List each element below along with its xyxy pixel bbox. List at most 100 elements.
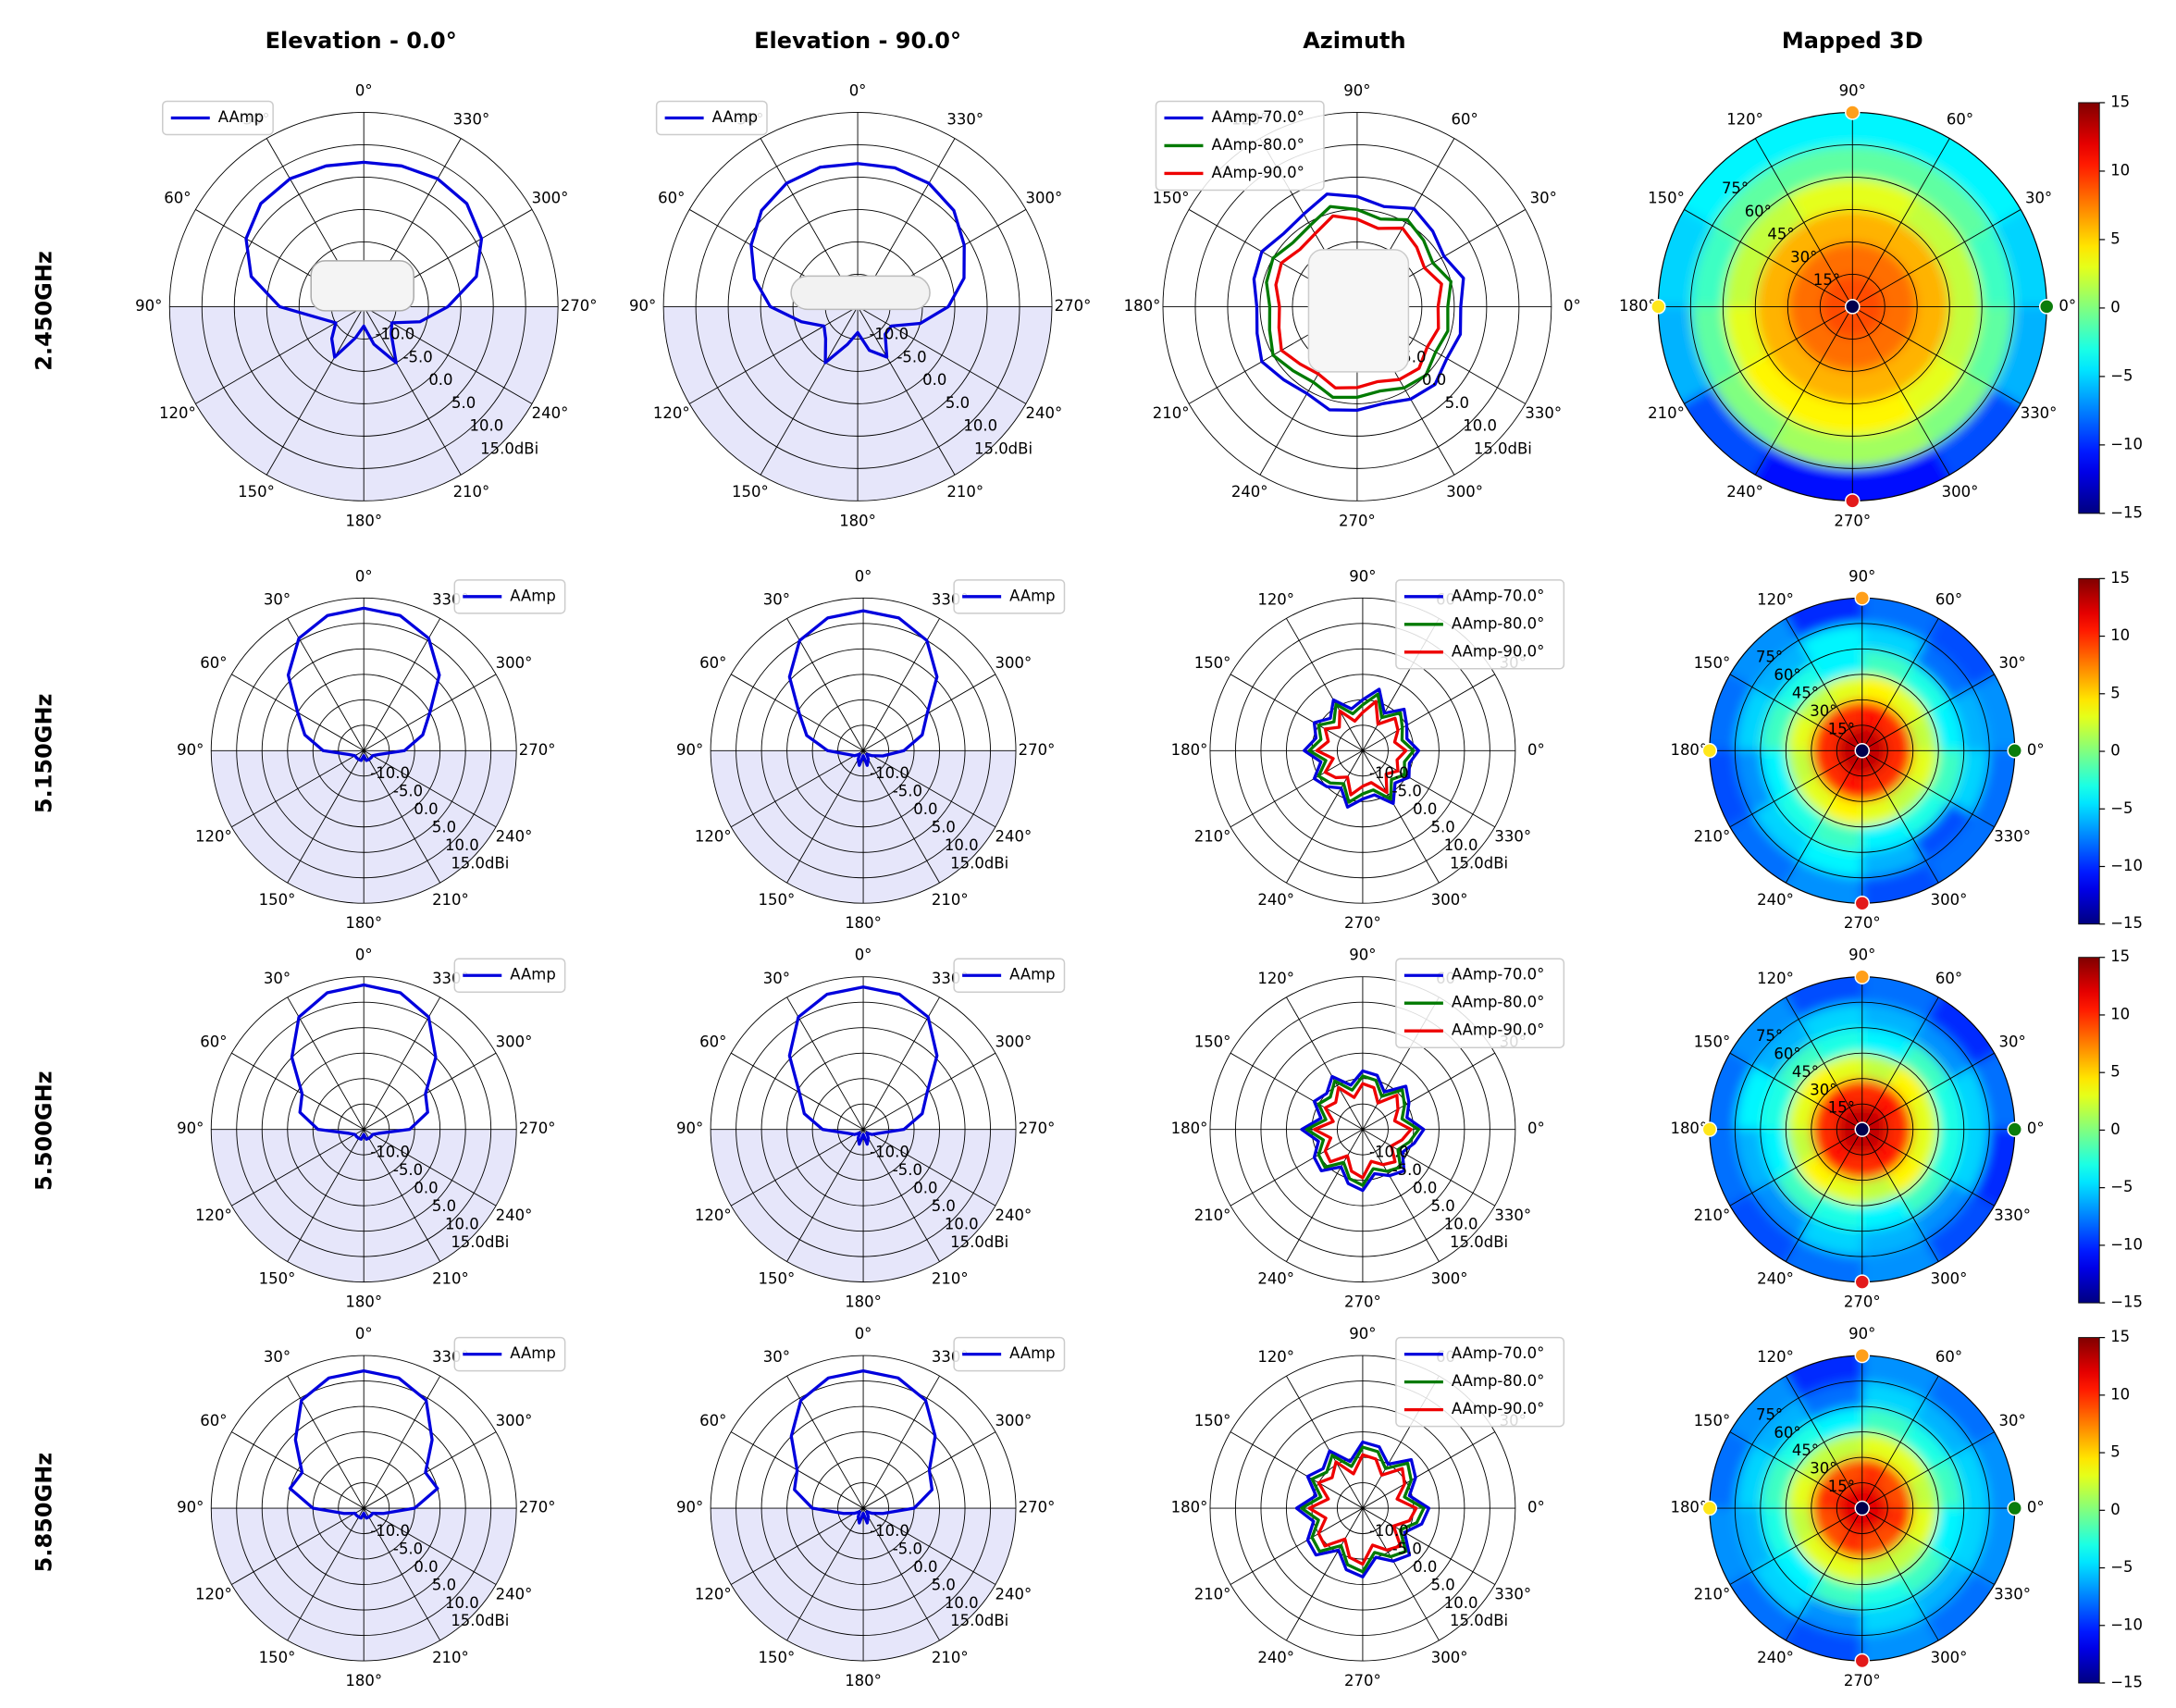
grid-spoke xyxy=(363,1431,497,1509)
theta-tick-label: 300° xyxy=(1446,483,1483,501)
grid-spoke xyxy=(231,1507,365,1585)
theta-tick-label: 210° xyxy=(453,483,490,501)
theta-tick-label: 240° xyxy=(995,1585,1032,1603)
theta-tick-label: 90° xyxy=(135,297,162,315)
product-image xyxy=(1307,249,1410,373)
legend-label: AAmp xyxy=(510,966,556,984)
theta-tick-label: 0° xyxy=(2059,297,2076,315)
grid-spoke xyxy=(862,1129,940,1262)
colorbar xyxy=(2078,577,2100,925)
theta-tick-label: 180° xyxy=(345,914,382,932)
series-line xyxy=(1252,192,1465,413)
colorbar-tick-label: 15 xyxy=(2110,93,2130,110)
theta-tick-label: 60° xyxy=(200,1412,227,1430)
grid-spoke xyxy=(363,749,497,828)
grid-spoke xyxy=(786,1507,864,1641)
theta-tick-label: 60° xyxy=(200,1033,227,1050)
theta-tick-label: 330° xyxy=(2021,404,2058,422)
r-tick-label: 5.0 xyxy=(451,394,476,412)
r-tick-label: 0.0 xyxy=(1422,371,1446,389)
theta-tick-label: 180° xyxy=(1670,1499,1707,1516)
grid-spoke xyxy=(1861,1052,1995,1131)
series-line xyxy=(1304,1074,1421,1187)
r-tick-label: -10.0 xyxy=(870,1522,909,1540)
grid-spoke xyxy=(266,306,365,476)
theta-tick-label: 300° xyxy=(1431,1649,1468,1666)
r-tick-label: 15.0dBi xyxy=(1450,1233,1508,1251)
legend-label: AAmp xyxy=(1009,1344,1056,1362)
legend-box xyxy=(1395,1336,1565,1428)
grid-spoke xyxy=(287,750,365,884)
grid-spoke xyxy=(1861,749,1995,828)
theta-tick-label: 90° xyxy=(676,741,703,759)
theta-tick-label: 300° xyxy=(995,1412,1032,1430)
colorbar-tick-label: 5 xyxy=(2110,1443,2120,1461)
grid-spoke xyxy=(363,1507,441,1641)
grid-spoke xyxy=(1861,1507,1995,1585)
grid-spoke xyxy=(1785,1129,1863,1262)
legend-label: AAmp-70.0° xyxy=(1211,108,1304,126)
heat-cells xyxy=(1709,976,2015,1282)
center-marker xyxy=(1854,1121,1871,1137)
polar-chart: 0°30°60°90°120°150°180°210°240°270°300°3… xyxy=(1171,947,1565,1311)
grid-spoke xyxy=(1729,674,1862,751)
theta-tick-label: 120° xyxy=(1757,970,1794,987)
theta-tick-label: 330° xyxy=(453,111,490,129)
r-tick-label: 15° xyxy=(1828,720,1855,737)
grid-spoke xyxy=(862,1129,996,1207)
colorbar-tick-label: −10 xyxy=(2110,435,2143,452)
theta-tick-label: 180° xyxy=(1171,1120,1208,1137)
r-tick-label: 15.0dBi xyxy=(1450,854,1508,872)
r-tick-label: 5.0 xyxy=(946,394,970,412)
r-tick-label: 15.0dBi xyxy=(480,439,538,457)
r-tick-label: 0.0 xyxy=(922,371,946,389)
colorbar-tick-label: 0 xyxy=(2110,298,2120,316)
theta-tick-label: 240° xyxy=(1257,1649,1294,1666)
theta-tick-label: 120° xyxy=(695,828,732,846)
theta-tick-label: 240° xyxy=(496,1585,533,1603)
series-line xyxy=(1265,204,1453,400)
r-tick-label: -5.0 xyxy=(1392,783,1422,800)
grid-spoke xyxy=(1684,209,1853,307)
row-label: 5.150GHz xyxy=(31,693,56,813)
r-tick-label: 30° xyxy=(1810,1460,1836,1478)
r-tick-label: 15.0dBi xyxy=(950,854,1008,872)
colorbar-tick-label: 0 xyxy=(2110,1501,2120,1518)
grid-spoke xyxy=(1754,306,1853,476)
theta-tick-label: 150° xyxy=(1694,1033,1731,1050)
grid-spoke xyxy=(1852,209,2021,307)
theta-tick-label: 330° xyxy=(1994,1585,2031,1603)
grid-spoke xyxy=(1785,1507,1863,1641)
r-tick-label: 45° xyxy=(1792,684,1819,701)
grid-spoke xyxy=(287,1507,365,1641)
theta-tick-label: 330° xyxy=(1494,1207,1531,1224)
grid-spoke xyxy=(363,618,441,751)
grid-spoke xyxy=(1754,138,1853,307)
direction-marker xyxy=(1854,969,1871,984)
theta-tick-label: 180° xyxy=(845,1672,882,1689)
theta-tick-label: 240° xyxy=(1231,483,1268,501)
colorbar-tick-label: −5 xyxy=(2110,366,2133,384)
grid-spoke xyxy=(1362,1129,1440,1262)
polar-chart: 0°30°60°90°120°150°180°210°240°270°300°3… xyxy=(1171,1325,1565,1689)
series-line xyxy=(787,609,939,767)
theta-tick-label: 270° xyxy=(1055,297,1092,315)
legend: AAmp xyxy=(953,1336,1066,1372)
theta-tick-label: 240° xyxy=(1757,1270,1794,1288)
series-line xyxy=(288,1368,439,1520)
grid-spoke xyxy=(1785,996,1863,1130)
grid-spoke xyxy=(231,1129,365,1207)
r-tick-label: 5.0 xyxy=(932,819,956,836)
legend-box xyxy=(1155,100,1325,192)
theta-tick-label: 120° xyxy=(195,1585,232,1603)
theta-tick-label: 180° xyxy=(1619,297,1656,315)
series-line xyxy=(1307,1453,1418,1566)
theta-tick-label: 0° xyxy=(2027,741,2045,759)
colorbar-tick-label: −15 xyxy=(2110,503,2143,521)
r-tick-label: 10.0 xyxy=(945,1594,979,1612)
colorbar-tick-label: −5 xyxy=(2110,799,2133,817)
theta-tick-label: 240° xyxy=(1726,483,1763,501)
legend-label: AAmp-90.0° xyxy=(1211,164,1304,181)
grid-spoke xyxy=(1286,1375,1364,1509)
